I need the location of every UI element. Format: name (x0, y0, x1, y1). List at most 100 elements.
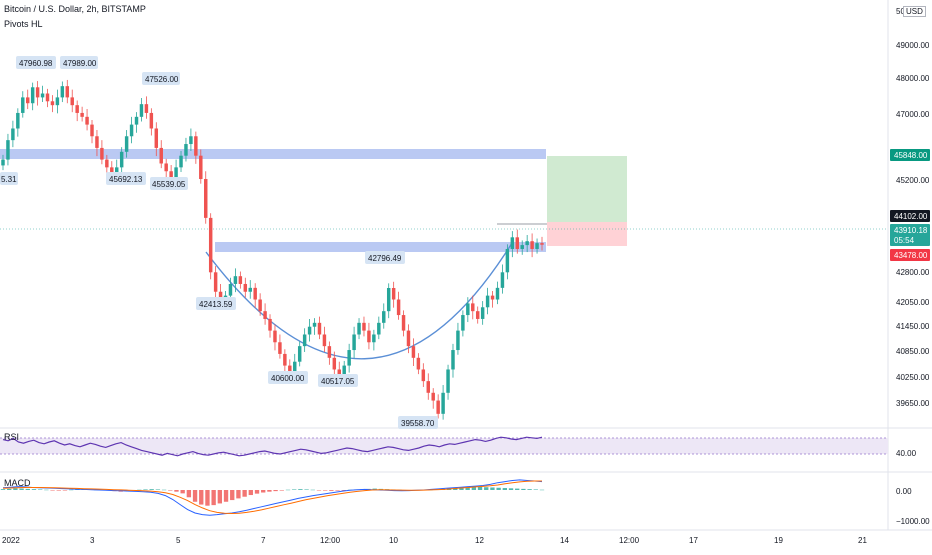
candle-body[interactable] (11, 128, 15, 141)
candle-body[interactable] (208, 217, 213, 273)
candle-body[interactable] (401, 315, 406, 331)
candle-body[interactable] (446, 369, 450, 393)
candle-body[interactable] (110, 167, 114, 176)
macd-line[interactable] (2, 479, 543, 516)
position-stop-zone[interactable] (547, 222, 627, 246)
candle-body[interactable] (129, 124, 134, 137)
candle-body[interactable] (30, 87, 35, 104)
candle-body[interactable] (169, 171, 173, 182)
candle-body[interactable] (174, 167, 178, 182)
candle-body[interactable] (530, 241, 534, 249)
candle-body[interactable] (347, 350, 351, 366)
candle-body[interactable] (406, 330, 411, 347)
candle-body[interactable] (480, 307, 485, 319)
price-pane[interactable] (0, 0, 888, 428)
candle-body[interactable] (194, 136, 198, 156)
resistance-zone-lower[interactable] (215, 242, 546, 252)
candle-body[interactable] (342, 365, 346, 377)
candle-body[interactable] (90, 124, 94, 137)
candle-body[interactable] (115, 167, 119, 176)
symbol-title[interactable]: Bitcoin / U.S. Dollar, 2h, BITSTAMP (4, 4, 146, 14)
candle-body[interactable] (75, 105, 79, 113)
candle-body[interactable] (199, 155, 203, 180)
candle-body[interactable] (278, 342, 282, 354)
price-axis[interactable]: 5000.00 49000.00 48000.00 47000.00 45200… (896, 7, 930, 408)
candle-body[interactable] (184, 144, 188, 156)
candle-body[interactable] (535, 243, 539, 249)
indicator-title[interactable]: Pivots HL (4, 19, 43, 29)
candle-body[interactable] (337, 369, 341, 377)
candle-body[interactable] (25, 97, 30, 104)
candle-body[interactable] (273, 330, 277, 343)
candle-body[interactable] (100, 147, 104, 160)
candle-body[interactable] (95, 136, 99, 148)
currency-badge[interactable]: USD (903, 6, 926, 17)
candle-body[interactable] (60, 86, 65, 98)
candle-body[interactable] (80, 112, 84, 117)
candle-body[interactable] (431, 392, 435, 401)
candle-body[interactable] (238, 276, 243, 284)
candle-body[interactable] (466, 303, 470, 316)
candle-body[interactable] (204, 179, 208, 218)
candle-body[interactable] (317, 322, 322, 335)
candle-body[interactable] (416, 357, 421, 370)
candle-body[interactable] (119, 151, 124, 168)
candle-body[interactable] (288, 365, 292, 374)
candle-body[interactable] (495, 287, 500, 300)
candle-body[interactable] (436, 400, 440, 414)
candle-body[interactable] (525, 241, 529, 246)
candle-body[interactable] (6, 140, 10, 160)
candle-body[interactable] (228, 283, 233, 296)
candle-body[interactable] (515, 237, 520, 249)
candle-body[interactable] (520, 245, 524, 249)
signal-line[interactable] (2, 480, 542, 515)
candle-body[interactable] (189, 136, 193, 145)
candle-body[interactable] (382, 311, 386, 323)
candle-body[interactable] (327, 346, 332, 358)
time-axis[interactable]: 2022 3 5 7 12:00 10 12 14 12:00 17 19 21 (2, 536, 867, 545)
candle-body[interactable] (297, 346, 302, 362)
candle-body[interactable] (386, 288, 391, 312)
candle-body[interactable] (426, 381, 430, 393)
candle-body[interactable] (332, 357, 337, 370)
candle-body[interactable] (293, 361, 297, 374)
candle-body[interactable] (85, 116, 89, 125)
candle-body[interactable] (139, 104, 144, 117)
candle-body[interactable] (322, 334, 327, 347)
candle-body[interactable] (55, 97, 60, 106)
candle-body[interactable] (105, 159, 109, 168)
candle-body[interactable] (505, 248, 510, 273)
candle-body[interactable] (154, 128, 159, 148)
rsi-title[interactable]: RSI (4, 432, 20, 442)
candle-body[interactable] (164, 163, 168, 172)
candle-body[interactable] (124, 136, 129, 152)
candle-body[interactable] (1, 159, 5, 166)
candle-body[interactable] (475, 311, 480, 319)
candle-body[interactable] (35, 87, 40, 98)
candle-body[interactable] (372, 334, 376, 343)
candle-body[interactable] (490, 295, 495, 300)
candle-body[interactable] (485, 295, 490, 308)
candle-body[interactable] (451, 350, 455, 370)
candle-body[interactable] (510, 237, 515, 249)
candle-body[interactable] (362, 322, 366, 331)
candle-body[interactable] (352, 334, 356, 351)
candle-body[interactable] (421, 369, 426, 382)
candle-body[interactable] (258, 299, 262, 312)
candle-body[interactable] (500, 272, 505, 288)
candle-body[interactable] (40, 93, 45, 98)
candle-body[interactable] (263, 311, 267, 319)
candle-body[interactable] (312, 322, 317, 327)
candle-body[interactable] (540, 243, 544, 245)
position-target-zone[interactable] (547, 156, 627, 222)
candle-body[interactable] (441, 392, 445, 414)
candle-body[interactable] (268, 318, 272, 331)
candle-body[interactable] (283, 353, 287, 366)
candle-body[interactable] (248, 287, 252, 292)
candle-body[interactable] (65, 86, 70, 98)
candle-body[interactable] (456, 330, 460, 351)
candle-body[interactable] (243, 283, 248, 292)
candle-body[interactable] (253, 287, 257, 300)
candle-body[interactable] (144, 104, 149, 113)
